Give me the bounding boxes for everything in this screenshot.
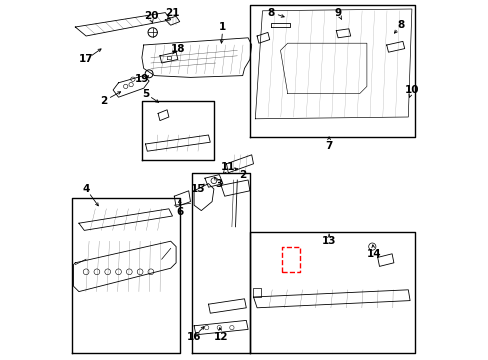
Text: 3: 3 <box>215 179 223 189</box>
Text: 12: 12 <box>213 332 228 342</box>
Text: 8: 8 <box>267 8 275 18</box>
Text: 17: 17 <box>79 54 93 64</box>
Text: 13: 13 <box>321 236 336 246</box>
Text: 19: 19 <box>134 74 149 84</box>
Text: 15: 15 <box>190 184 204 194</box>
Text: 9: 9 <box>334 8 341 18</box>
Text: 4: 4 <box>82 184 90 194</box>
Text: 2: 2 <box>239 170 246 180</box>
Text: 1: 1 <box>219 22 226 32</box>
Text: 20: 20 <box>143 11 158 21</box>
Text: 8: 8 <box>397 20 404 30</box>
Text: 10: 10 <box>404 85 418 95</box>
Text: 21: 21 <box>165 8 180 18</box>
Text: 11: 11 <box>221 162 235 172</box>
Text: 2: 2 <box>100 96 107 106</box>
Text: 5: 5 <box>142 89 149 99</box>
Text: 14: 14 <box>366 249 381 259</box>
Text: 7: 7 <box>325 141 332 151</box>
Text: 6: 6 <box>176 207 183 217</box>
Text: 18: 18 <box>170 44 185 54</box>
Text: 16: 16 <box>186 332 201 342</box>
